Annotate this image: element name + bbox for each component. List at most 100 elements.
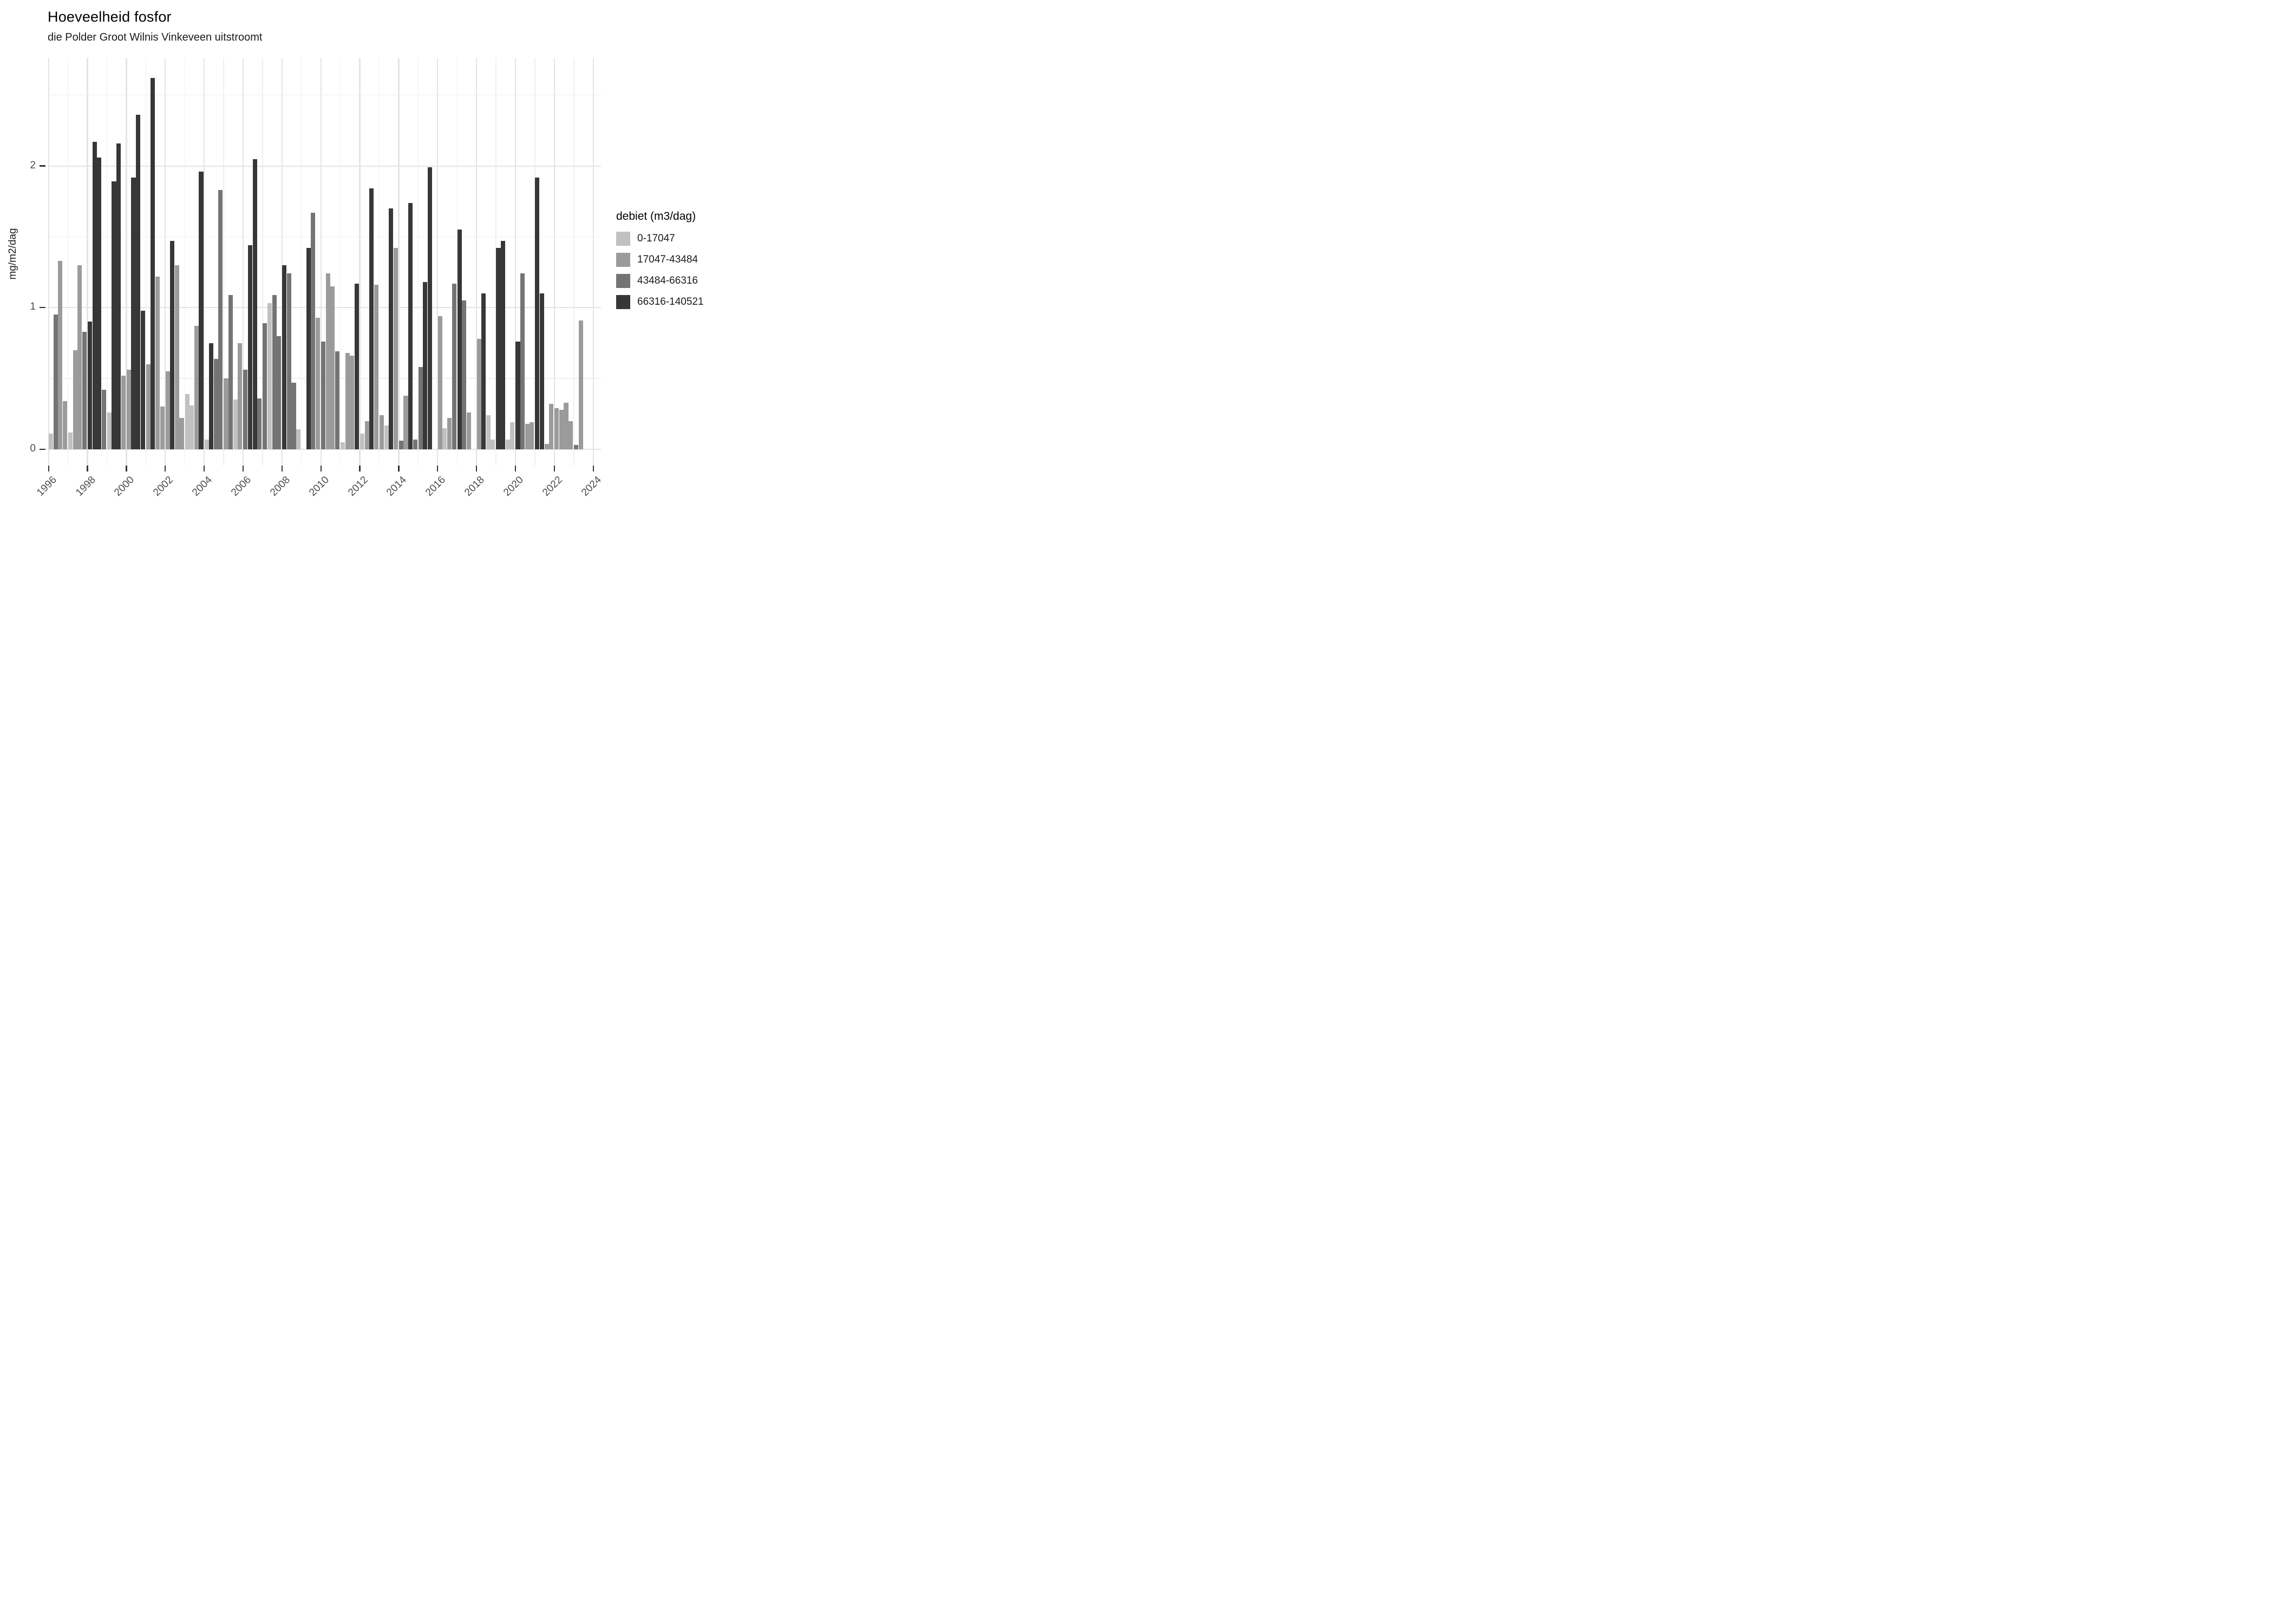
bar-2021-q1 xyxy=(535,177,540,449)
bar-2022-q1 xyxy=(554,408,559,449)
chart-subtitle: die Polder Groot Wilnis Vinkeveen uitstr… xyxy=(48,31,263,43)
y-tick-label-0: 0 xyxy=(30,443,36,454)
grid-v-2019 xyxy=(495,58,496,466)
chart-title: Hoeveelheid fosfor xyxy=(48,9,172,25)
legend-swatch-icon xyxy=(616,295,630,309)
bar-1999-q1 xyxy=(107,412,112,449)
x-tick-label-2014: 2014 xyxy=(384,474,409,499)
bar-2016-q4 xyxy=(452,283,456,449)
bar-2001-q4 xyxy=(160,407,165,449)
bar-1996-q3 xyxy=(58,260,63,449)
bar-2012-q4 xyxy=(374,285,378,449)
grid-v-2015 xyxy=(417,58,419,466)
bar-2021-q2 xyxy=(539,293,545,449)
grid-v-1996 xyxy=(48,58,49,466)
grid-v-2018 xyxy=(476,58,478,466)
x-tick-2002 xyxy=(165,466,166,472)
grid-v-2004 xyxy=(204,58,205,466)
grid-v-2007 xyxy=(262,58,263,466)
bar-2002-q1 xyxy=(165,371,170,449)
x-tick-2004 xyxy=(203,466,205,472)
grid-v-2006 xyxy=(242,58,244,466)
grid-v-2012 xyxy=(359,58,361,466)
grid-v-2008 xyxy=(281,58,283,466)
x-tick-1998 xyxy=(87,466,88,472)
bar-2013-q2 xyxy=(384,425,389,449)
grid-v-2016 xyxy=(437,58,439,466)
grid-v-2005 xyxy=(223,58,224,466)
bar-2003-q1 xyxy=(185,394,190,449)
x-tick-label-1996: 1996 xyxy=(34,474,59,499)
bar-2011-q2 xyxy=(345,353,350,449)
bar-1998-q3 xyxy=(97,157,102,449)
bar-2005-q4 xyxy=(238,343,243,449)
grid-h-0 xyxy=(48,448,601,450)
bar-2006-q1 xyxy=(243,370,248,449)
bar-2022-q4 xyxy=(568,421,573,449)
legend-item: 43484-66316 xyxy=(616,274,704,288)
grid-v-1998 xyxy=(87,58,88,466)
bar-1999-q3 xyxy=(116,143,121,449)
bar-2012-q3 xyxy=(369,188,374,449)
bar-2010-q1 xyxy=(321,342,326,449)
bar-2007-q4 xyxy=(277,336,282,449)
y-tick-label-1: 1 xyxy=(30,301,36,313)
bar-2008-q1 xyxy=(282,265,287,449)
bar-1997-q3 xyxy=(77,265,82,449)
bar-2017-q3 xyxy=(466,412,471,449)
bar-2015-q2 xyxy=(423,282,428,449)
bar-2016-q3 xyxy=(447,418,452,449)
legend-label: 43484-66316 xyxy=(637,275,698,286)
grid-v-2020 xyxy=(514,58,517,466)
bar-2020-q3 xyxy=(525,423,530,449)
x-tick-2022 xyxy=(553,466,556,472)
bar-2008-q4 xyxy=(296,429,301,449)
bar-2004-q4 xyxy=(218,190,223,449)
x-tick-label-2018: 2018 xyxy=(462,474,487,499)
bar-2007-q3 xyxy=(272,294,277,449)
x-tick-label-2006: 2006 xyxy=(229,474,253,499)
legend-label: 66316-140521 xyxy=(637,296,704,307)
bar-2018-q1 xyxy=(476,338,481,449)
x-tick-2018 xyxy=(475,466,478,472)
x-tick-label-2012: 2012 xyxy=(345,474,370,499)
x-tick-label-2010: 2010 xyxy=(306,474,331,499)
grid-v-2010 xyxy=(320,58,322,466)
x-tick-label-2002: 2002 xyxy=(151,474,176,499)
bar-2002-q3 xyxy=(174,265,179,449)
legend-swatch-icon xyxy=(616,253,630,267)
bar-2004-q2 xyxy=(209,343,214,449)
bar-1998-q1 xyxy=(87,322,93,449)
x-tick-1996 xyxy=(48,466,49,472)
grid-v-2023 xyxy=(573,58,574,466)
bar-2016-q1 xyxy=(437,316,442,449)
plot-panel xyxy=(48,58,601,466)
bar-2006-q4 xyxy=(257,398,262,449)
bar-2019-q1 xyxy=(496,248,501,449)
x-tick-2010 xyxy=(320,466,322,472)
bar-2018-q3 xyxy=(486,415,491,449)
bar-2014-q4 xyxy=(413,439,417,449)
bar-2007-q1 xyxy=(263,323,267,449)
bar-2014-q2 xyxy=(403,395,408,449)
x-tick-label-2004: 2004 xyxy=(190,474,214,499)
legend-swatch-icon xyxy=(616,232,630,246)
bar-2001-q2 xyxy=(151,78,155,449)
grid-h-2 xyxy=(48,165,601,167)
bar-2003-q4 xyxy=(199,172,204,449)
bar-2010-q4 xyxy=(335,351,339,449)
grid-v-2021 xyxy=(534,58,535,466)
x-tick-2000 xyxy=(126,466,127,472)
grid-v-2014 xyxy=(398,58,400,466)
bar-2014-q3 xyxy=(408,202,413,449)
bar-2021-q4 xyxy=(549,404,554,449)
bar-2022-q3 xyxy=(564,402,568,449)
legend: debiet (m3/dag) 0-17047 17047-43484 4348… xyxy=(616,210,704,316)
bar-2015-q1 xyxy=(418,367,423,449)
grid-v-2000 xyxy=(126,58,127,466)
bar-2023-q2 xyxy=(578,320,583,449)
bar-2003-q2 xyxy=(190,405,194,449)
x-tick-2024 xyxy=(592,466,594,472)
bar-2012-q2 xyxy=(364,421,369,449)
bar-2013-q1 xyxy=(379,415,384,449)
